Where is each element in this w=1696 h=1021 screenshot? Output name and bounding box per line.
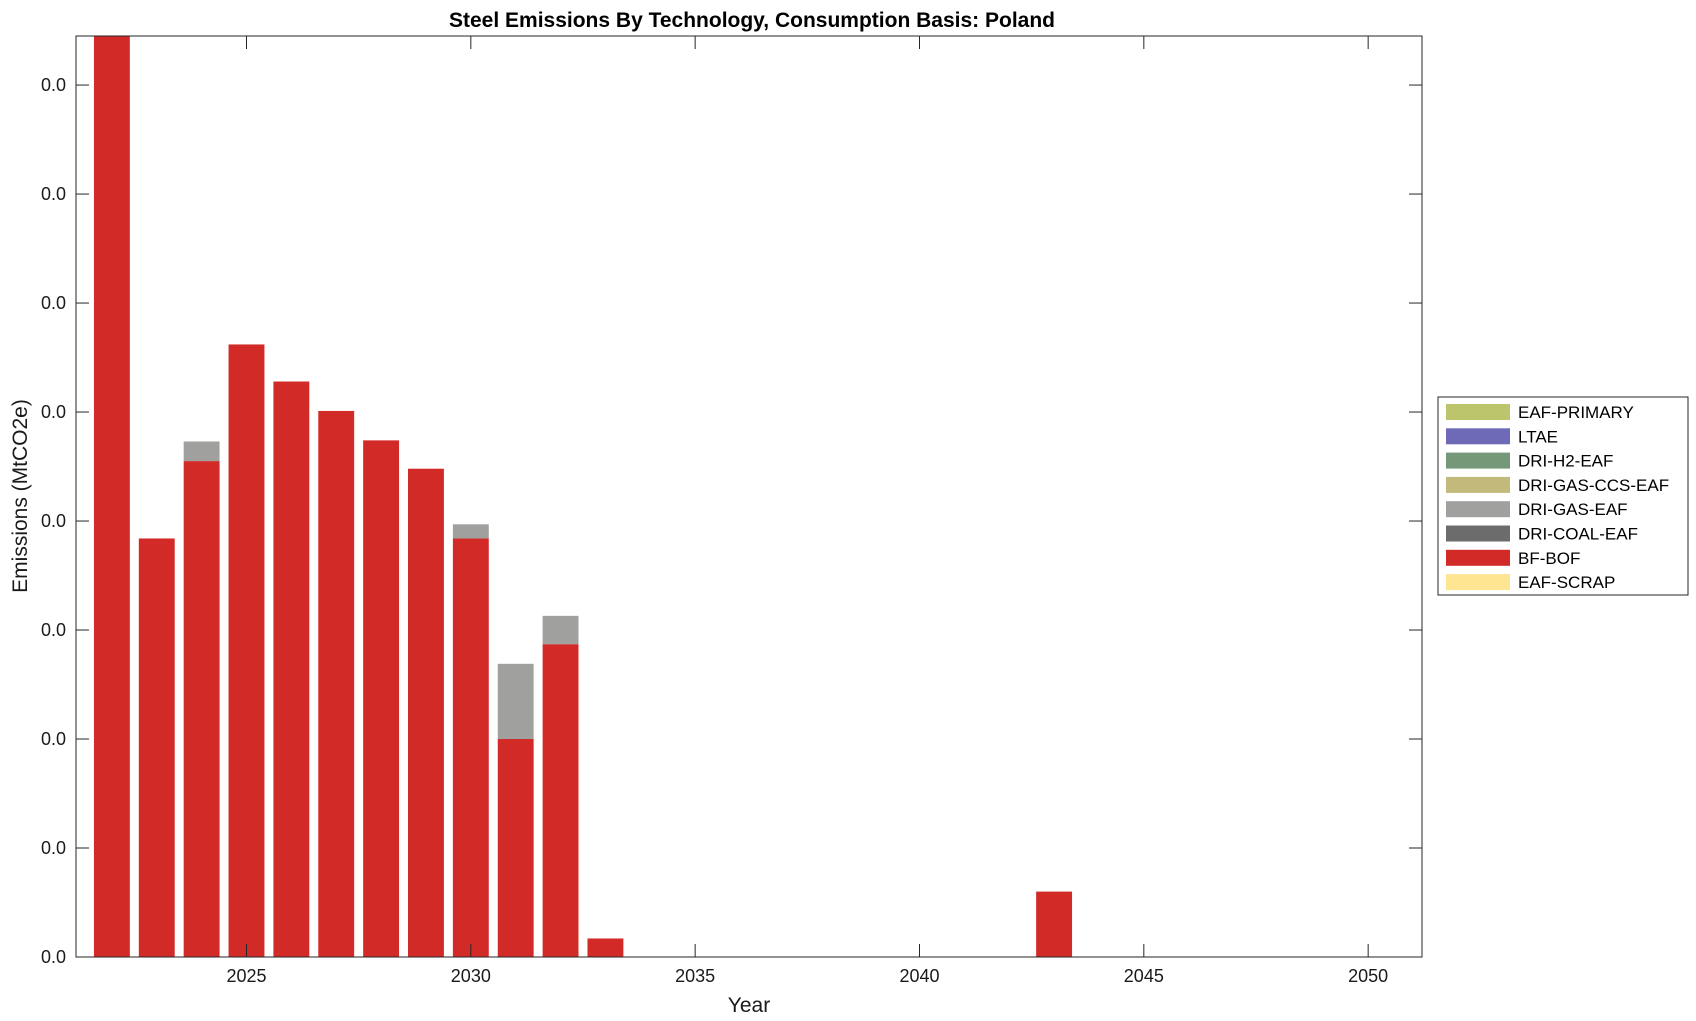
y-tick-label: 0.0 [41,184,66,204]
legend-label-eaf-scrap: EAF-SCRAP [1518,573,1615,592]
bar-bf-bof-2023 [138,538,175,957]
legend-label-dri-h2-eaf: DRI-H2-EAF [1518,452,1613,471]
bar-bf-bof-2026 [273,381,310,957]
bar-bf-bof-2028 [363,440,400,957]
legend-label-ltae: LTAE [1518,427,1558,446]
x-axis-label: Year [728,994,770,1017]
bar-bf-bof-2024 [183,461,220,957]
legend-swatch-dri-gas-ccs-eaf [1446,476,1510,493]
bar-bf-bof-2032 [542,644,579,957]
bar-dri-gas-eaf-2032 [542,615,579,645]
legend-swatch-bf-bof [1446,549,1510,566]
y-tick-label: 0.0 [41,620,66,640]
chart-title: Steel Emissions By Technology, Consumpti… [449,9,1055,32]
legend-swatch-dri-coal-eaf [1446,525,1510,542]
y-tick-labels: 0.0 0.0 0.0 0.0 0.0 0.0 0.0 0.0 0.0 [41,75,66,967]
legend-label-dri-gas-eaf: DRI-GAS-EAF [1518,500,1628,519]
x-tick-label: 2025 [226,966,266,986]
bar-bf-bof-2029 [408,468,444,957]
x-tick-label: 2050 [1348,966,1388,986]
legend-swatch-eaf-primary [1446,404,1510,420]
y-tick-label: 0.0 [41,293,66,313]
bar-bf-bof-2043 [1036,891,1073,957]
legend-label-dri-gas-ccs-eaf: DRI-GAS-CCS-EAF [1518,476,1669,495]
legend-label-dri-coal-eaf: DRI-COAL-EAF [1518,525,1638,544]
legend-swatch-ltae [1446,428,1510,445]
y-tick-label: 0.0 [41,511,66,531]
bar-bf-bof-2027 [318,410,355,957]
y-tick-label: 0.0 [41,947,66,967]
bar-bf-bof-2030 [452,538,489,957]
y-axis-label: Emissions (MtCO2e) [9,399,32,593]
axis-ticks [76,36,1422,958]
bar-bf-bof-2025 [228,344,265,957]
y-tick-label: 0.0 [41,838,66,858]
legend-swatch-dri-gas-eaf [1446,501,1510,518]
y-tick-label: 0.0 [41,729,66,749]
legend-label-eaf-primary: EAF-PRIMARY [1518,403,1634,422]
legend-swatch-dri-h2-eaf [1446,452,1510,469]
plot-frame [75,35,1423,958]
bar-bf-bof-2022 [93,36,130,957]
legend: EAF-PRIMARY LTAE DRI-H2-EAF DRI-GAS-CCS-EAF… [1437,396,1689,596]
bar-dri-gas-eaf-2031 [497,663,534,740]
x-tick-label: 2045 [1124,966,1164,986]
x-tick-label: 2030 [451,966,491,986]
y-tick-label: 0.0 [41,75,66,95]
bar-dri-gas-eaf-2030 [452,524,489,539]
legend-swatch-eaf-scrap [1446,574,1510,591]
x-tick-labels: 2025 2030 2035 2040 2045 2050 [226,966,1388,986]
bar-bf-bof-2031 [497,739,534,957]
x-tick-label: 2040 [899,966,939,986]
x-tick-label: 2035 [675,966,715,986]
bars [93,36,1073,957]
bar-bf-bof-2033 [587,938,624,957]
bar-dri-gas-eaf-2024 [183,441,220,462]
legend-label-bf-bof: BF-BOF [1518,549,1580,568]
y-tick-label: 0.0 [41,402,66,422]
